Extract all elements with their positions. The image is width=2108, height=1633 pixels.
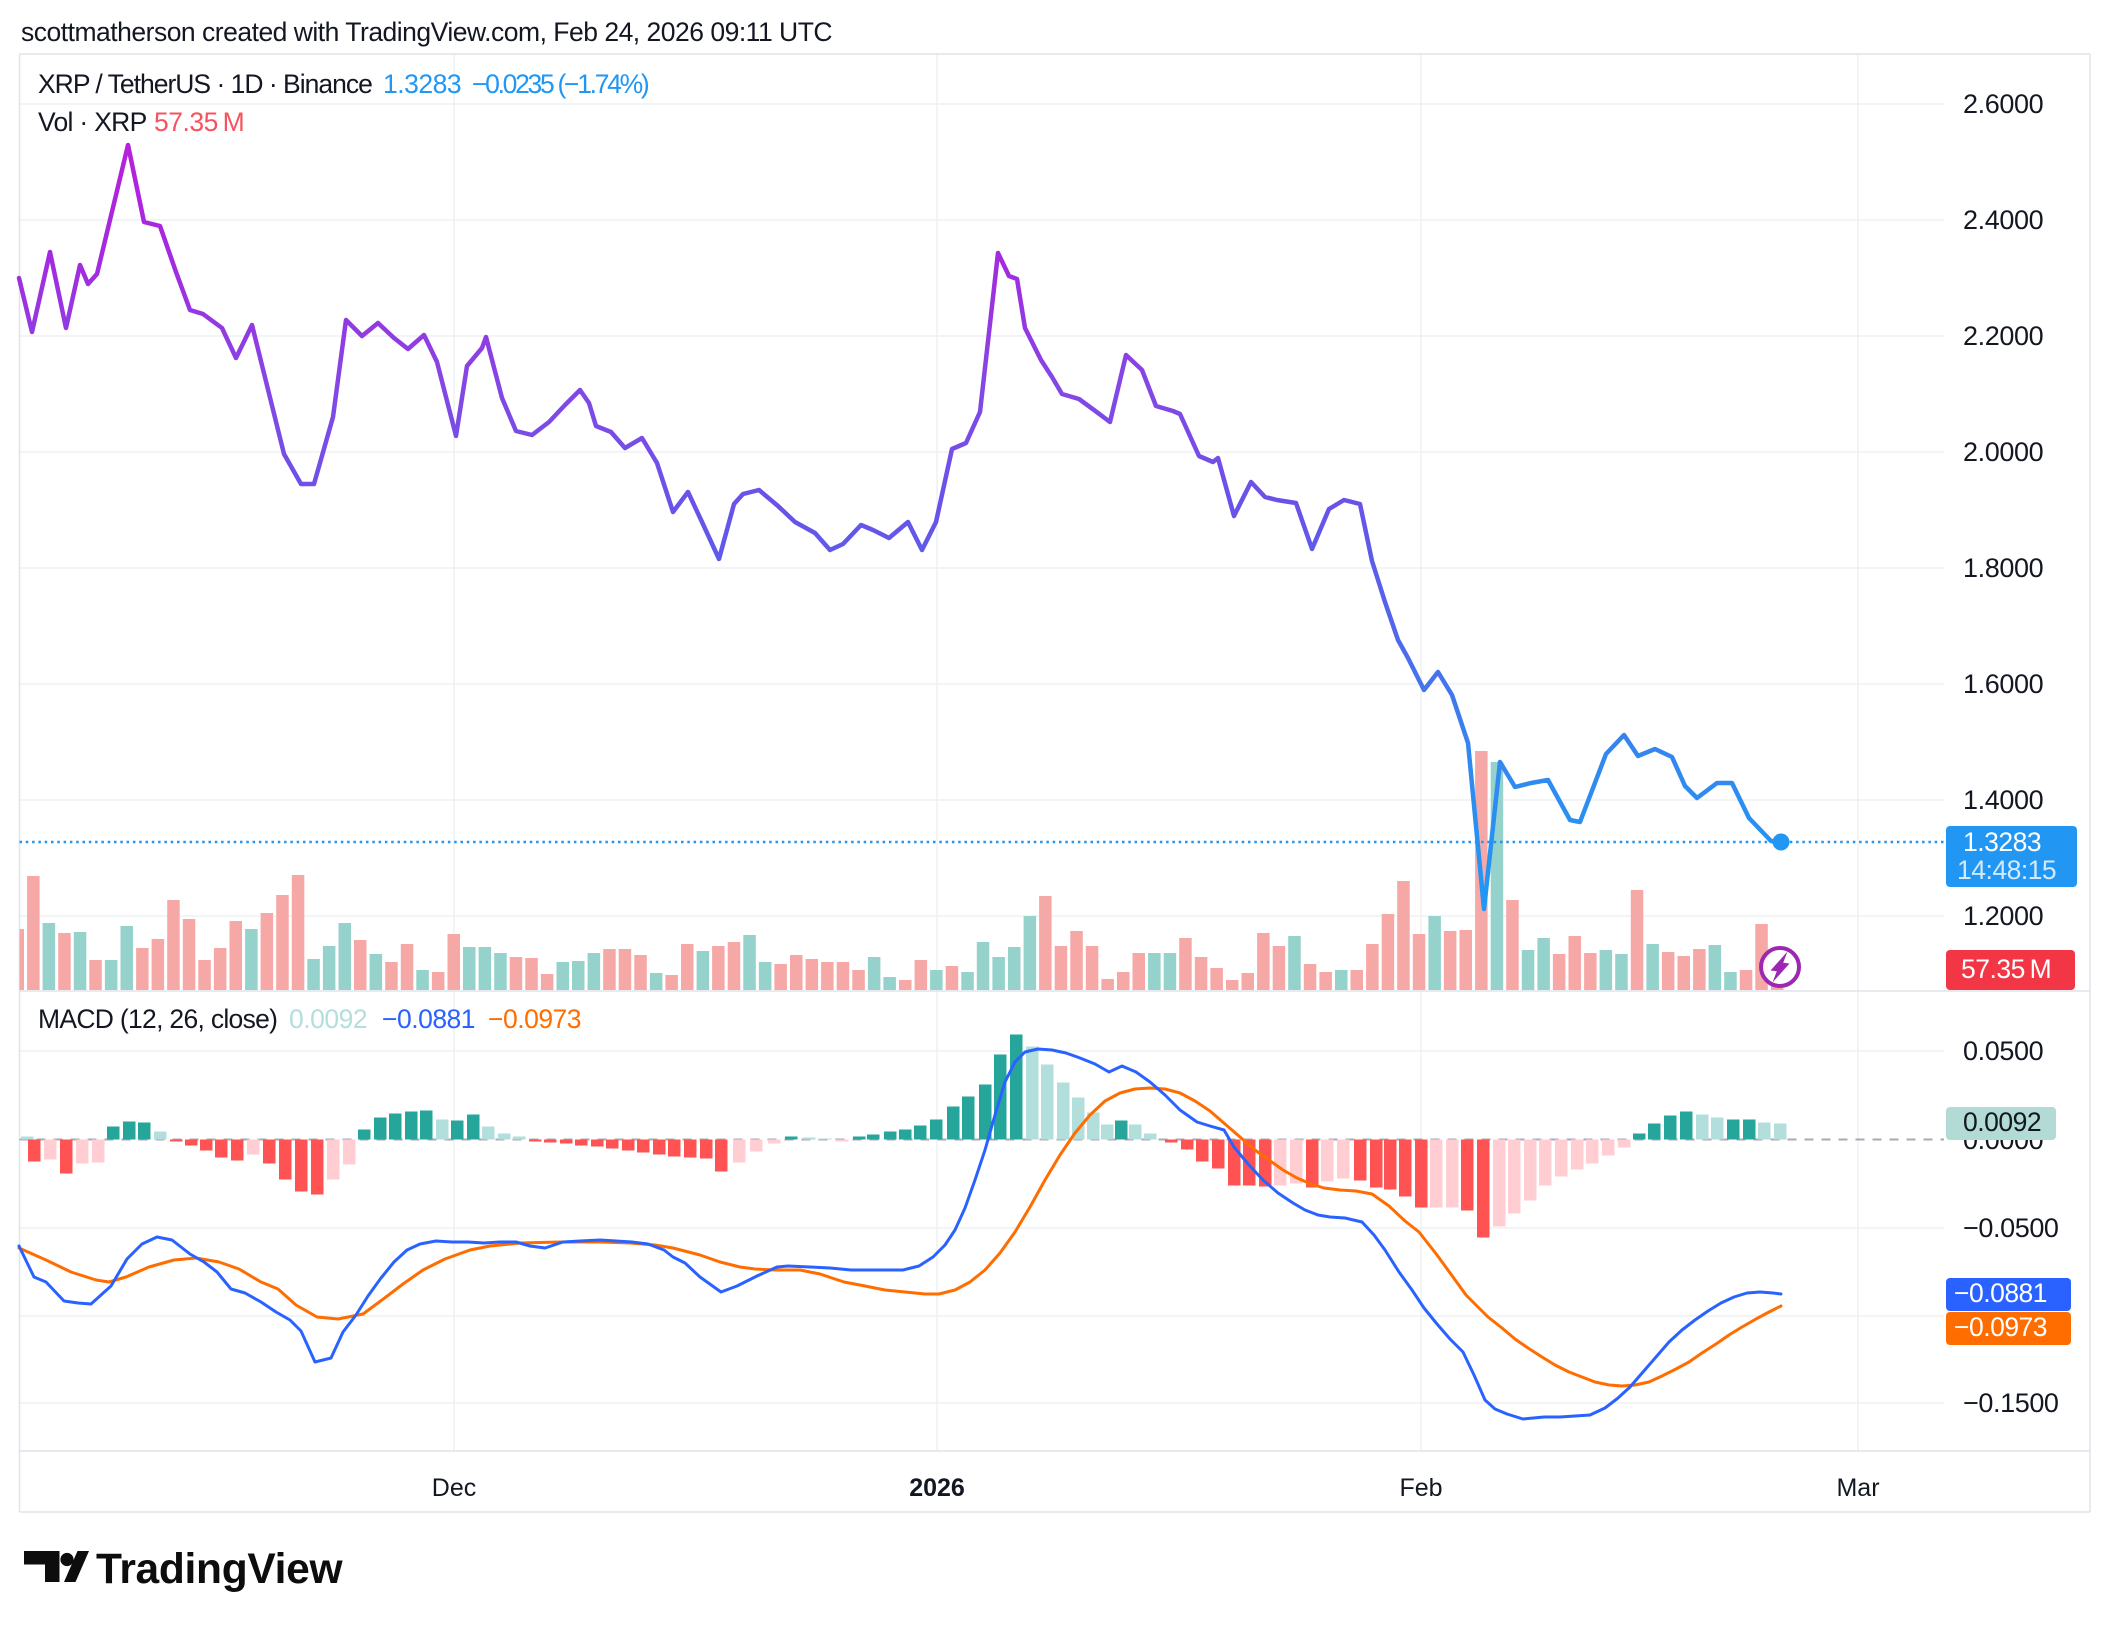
svg-text:TradingView: TradingView [96,1546,344,1593]
svg-text:2.2000: 2.2000 [1963,321,2043,351]
svg-text:57.35 M: 57.35 M [1961,954,2051,984]
svg-text:14:48:15: 14:48:15 [1957,855,2056,885]
svg-text:1.6000: 1.6000 [1963,669,2043,699]
svg-text:−0.0881: −0.0881 [1954,1278,2047,1308]
svg-text:−0.0973: −0.0973 [488,1004,581,1034]
svg-text:0.0500: 0.0500 [1963,1036,2043,1066]
svg-text:2.6000: 2.6000 [1963,89,2043,119]
svg-text:1.3283: 1.3283 [383,69,461,99]
svg-text:2026: 2026 [909,1474,965,1502]
svg-text:XRP / TetherUS · 1D · Binance: XRP / TetherUS · 1D · Binance [38,69,372,99]
svg-text:0.0092: 0.0092 [289,1004,367,1034]
svg-text:−0.0500: −0.0500 [1963,1213,2059,1243]
svg-text:57.35 M: 57.35 M [154,107,244,137]
svg-text:scottmatherson created with Tr: scottmatherson created with TradingView.… [21,17,832,47]
svg-text:2.4000: 2.4000 [1963,205,2043,235]
svg-text:−0.1500: −0.1500 [1963,1388,2059,1418]
svg-text:1.3283: 1.3283 [1963,827,2041,857]
svg-text:−0.0235 (−1.74%): −0.0235 (−1.74%) [472,69,649,99]
svg-text:Mar: Mar [1836,1474,1879,1502]
svg-text:Feb: Feb [1399,1474,1442,1502]
svg-text:1.8000: 1.8000 [1963,553,2043,583]
svg-text:2.0000: 2.0000 [1963,437,2043,467]
svg-text:MACD (12, 26, close): MACD (12, 26, close) [38,1004,277,1034]
svg-text:Vol · XRP: Vol · XRP [38,107,147,137]
svg-text:1.2000: 1.2000 [1963,901,2043,931]
svg-text:−0.0881: −0.0881 [382,1004,475,1034]
svg-text:−0.0973: −0.0973 [1954,1312,2047,1342]
svg-text:Dec: Dec [432,1474,476,1502]
svg-text:1.4000: 1.4000 [1963,785,2043,815]
svg-text:0.0092: 0.0092 [1963,1107,2041,1137]
